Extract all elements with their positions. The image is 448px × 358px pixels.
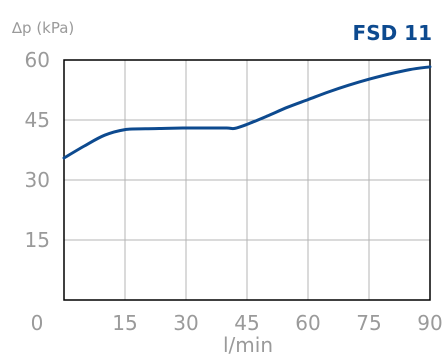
x-tick-label: 45 (234, 311, 259, 335)
y-tick-label: 15 (25, 228, 50, 252)
plot-frame (63, 59, 431, 301)
x-tick-label: 75 (356, 311, 381, 335)
x-tick-labels: 0 15 30 45 60 75 90 (31, 311, 443, 335)
y-axis-label: ∆p (kPa) (11, 19, 74, 37)
x-tick-label: 60 (295, 311, 320, 335)
series-line (62, 65, 432, 160)
y-tick-label: 60 (25, 48, 50, 72)
y-tick-labels: 15 30 45 60 (25, 48, 50, 252)
y-tick-label: 30 (25, 168, 50, 192)
x-tick-label: 15 (112, 311, 137, 335)
chart-title: FSD 11 (353, 21, 432, 45)
x-tick-label: 0 (31, 311, 44, 335)
x-tick-label: 90 (417, 311, 442, 335)
y-tick-label: 45 (25, 108, 50, 132)
grid (64, 60, 430, 300)
x-tick-label: 30 (173, 311, 198, 335)
x-axis-label: l/min (223, 333, 273, 357)
